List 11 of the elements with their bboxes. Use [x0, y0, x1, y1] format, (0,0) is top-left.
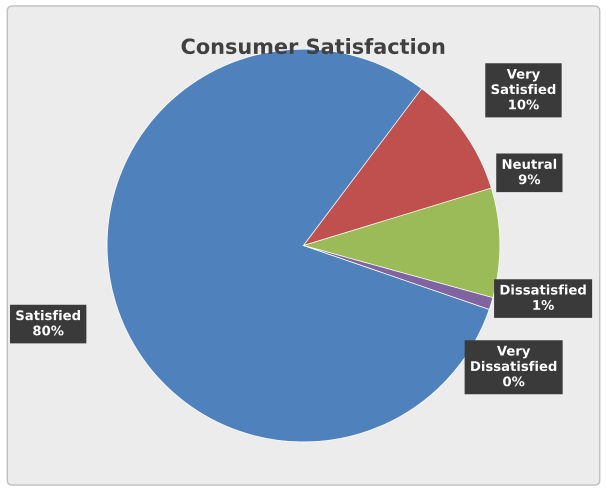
data-label: 10%	[509, 99, 539, 110]
data-label: 80%	[33, 326, 64, 336]
slice-label: Dissatisfied	[500, 284, 586, 295]
data-label: 1%	[533, 300, 554, 310]
text: 0%	[503, 376, 524, 386]
data-label: 9%	[518, 174, 540, 184]
category-label: Very Dissatisfied	[471, 346, 556, 372]
slice-label: Neutral	[502, 158, 556, 170]
slice-label: Very Satisfied	[492, 68, 556, 94]
chart-title: Consumer Satisfaction	[182, 38, 444, 54]
slice-label: Satisfied	[16, 310, 80, 320]
